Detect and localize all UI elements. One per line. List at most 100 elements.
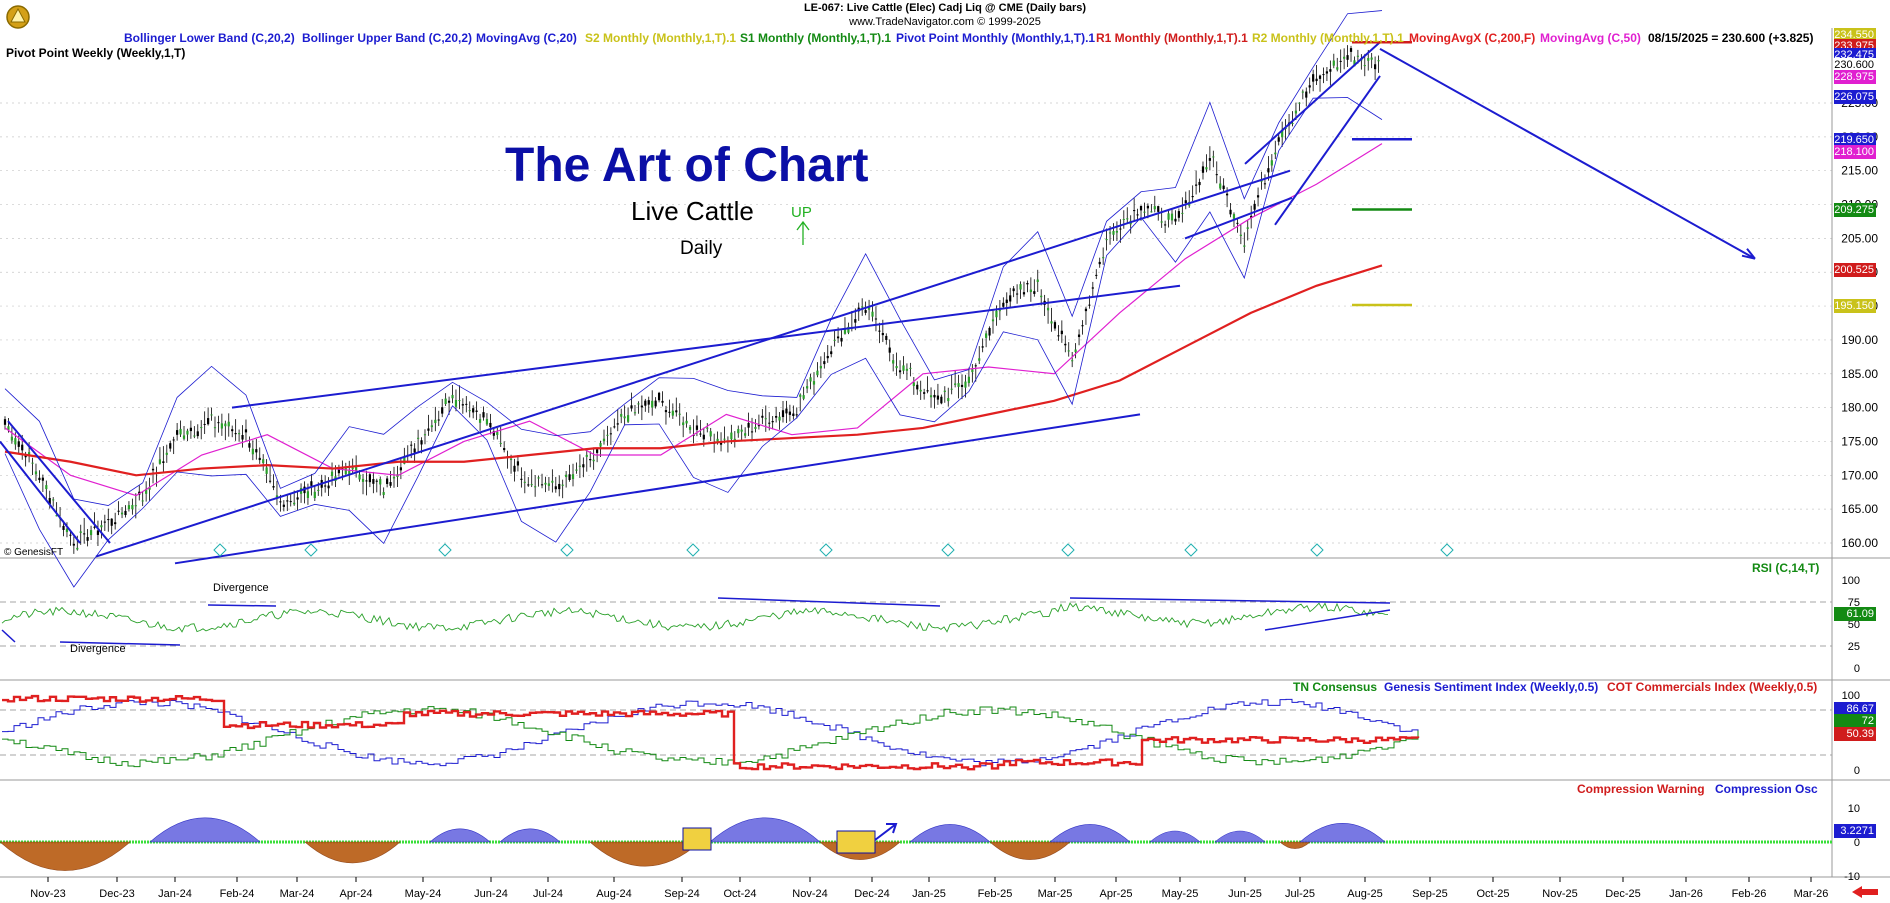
candle-body bbox=[1095, 274, 1098, 276]
chart-period: Daily bbox=[680, 238, 723, 259]
candle-body bbox=[664, 410, 668, 413]
candle-body bbox=[492, 431, 495, 436]
sentiment-value-box: 50.39 bbox=[1834, 727, 1876, 741]
event-marker-icon bbox=[438, 543, 452, 557]
legend-pivot-weekly: Pivot Point Weekly (Weekly,1,T) bbox=[6, 46, 186, 60]
candle-body bbox=[499, 442, 502, 444]
candle-body bbox=[1040, 295, 1043, 298]
candle-body bbox=[1181, 212, 1184, 214]
sentiment-tick-label: 0 bbox=[1854, 765, 1860, 777]
candle-body bbox=[1046, 307, 1050, 311]
candle-body bbox=[764, 418, 767, 420]
candle-body bbox=[1277, 137, 1280, 142]
candle-body bbox=[1225, 193, 1229, 196]
divergence-label-top: Divergence bbox=[213, 582, 269, 594]
legend-item: Pivot Point Monthly (Monthly,1,T).1 bbox=[896, 31, 1096, 45]
candle-body bbox=[912, 382, 915, 387]
candle-body bbox=[286, 500, 289, 502]
compression-histogram bbox=[909, 824, 991, 843]
candle-body bbox=[1363, 65, 1366, 67]
candle-body bbox=[461, 404, 464, 406]
candle-body bbox=[799, 394, 802, 397]
candle-body bbox=[427, 428, 430, 431]
candle-body bbox=[317, 489, 320, 491]
candle-body bbox=[262, 459, 265, 464]
candle-body bbox=[169, 443, 172, 449]
candle-body bbox=[812, 381, 816, 385]
event-marker-icon bbox=[941, 543, 955, 557]
candle-body bbox=[255, 449, 258, 453]
candle-body bbox=[1026, 283, 1029, 285]
candle-body bbox=[86, 537, 89, 541]
candle-body bbox=[224, 423, 227, 427]
candle-body bbox=[1015, 293, 1019, 295]
x-tick-label: Oct-25 bbox=[1476, 888, 1509, 900]
candle-body bbox=[392, 476, 396, 479]
candle-body bbox=[985, 333, 988, 338]
candle-body bbox=[447, 400, 451, 403]
compression-box bbox=[836, 830, 876, 854]
event-marker-icon bbox=[819, 543, 833, 557]
candle-body bbox=[48, 498, 51, 505]
y-tick-label: 165.00 bbox=[1841, 502, 1878, 516]
candle-body bbox=[792, 413, 795, 417]
candle-body bbox=[382, 492, 385, 495]
candle-body bbox=[733, 438, 736, 441]
candle-body bbox=[1050, 321, 1053, 324]
candle-body bbox=[1205, 167, 1208, 170]
candle-body bbox=[661, 400, 664, 403]
event-marker-icon bbox=[304, 543, 318, 557]
candle-body bbox=[871, 311, 874, 317]
candle-body bbox=[640, 405, 643, 408]
candle-body bbox=[234, 433, 237, 435]
candle-body bbox=[905, 368, 909, 371]
price-scale-box: 228.975 bbox=[1834, 70, 1876, 84]
candle-body bbox=[898, 370, 902, 373]
compression-histogram bbox=[1299, 823, 1386, 843]
rsi-divergence-line bbox=[1, 629, 16, 643]
candle-body bbox=[31, 462, 34, 464]
candle-body bbox=[702, 434, 705, 440]
candle-body bbox=[1291, 123, 1294, 125]
candle-body bbox=[1067, 350, 1070, 352]
candle-body bbox=[991, 319, 995, 322]
candle-body bbox=[344, 467, 347, 475]
sentiment-value-box: 86.67 bbox=[1834, 702, 1876, 716]
x-tick-label: Mar-26 bbox=[1794, 888, 1829, 900]
candle-body bbox=[785, 408, 788, 414]
candle-body bbox=[217, 422, 220, 424]
candle-body bbox=[1308, 85, 1311, 88]
x-tick-label: Jul-25 bbox=[1285, 888, 1315, 900]
candle-body bbox=[1174, 218, 1177, 222]
chart-header-copyright: www.TradeNavigator.com © 1999-2025 bbox=[849, 16, 1041, 28]
compression-histogram bbox=[1279, 841, 1311, 849]
rsi-label: RSI (C,14,T) bbox=[1752, 561, 1820, 575]
projection-arrowhead bbox=[1741, 248, 1756, 260]
compression-histogram bbox=[1049, 824, 1131, 843]
scroll-right-arrow-icon[interactable] bbox=[1850, 885, 1880, 899]
candle-body bbox=[688, 426, 692, 430]
candle-body bbox=[368, 474, 372, 483]
compression-histogram bbox=[709, 817, 821, 843]
candle-body bbox=[919, 389, 922, 392]
compression-histogram bbox=[499, 828, 561, 843]
rsi-tick-label: 25 bbox=[1848, 641, 1860, 653]
candle-body bbox=[565, 474, 568, 478]
candle-body bbox=[1298, 102, 1301, 104]
candle-body bbox=[24, 455, 27, 458]
candle-body bbox=[213, 427, 217, 429]
candle-body bbox=[162, 461, 165, 464]
candle-body bbox=[248, 443, 251, 448]
candle-body bbox=[193, 435, 196, 437]
candle-body bbox=[324, 485, 327, 487]
candle-body bbox=[403, 456, 406, 464]
y-tick-label: 180.00 bbox=[1841, 401, 1878, 415]
candle-body bbox=[1212, 156, 1215, 158]
candle-body bbox=[65, 528, 69, 533]
event-marker-icon bbox=[686, 543, 700, 557]
up-arrow-icon bbox=[796, 220, 810, 245]
rsi-tick-label: 0 bbox=[1854, 663, 1860, 675]
candle-body bbox=[530, 484, 533, 486]
candle-body bbox=[1084, 308, 1088, 312]
candle-body bbox=[1281, 129, 1284, 138]
